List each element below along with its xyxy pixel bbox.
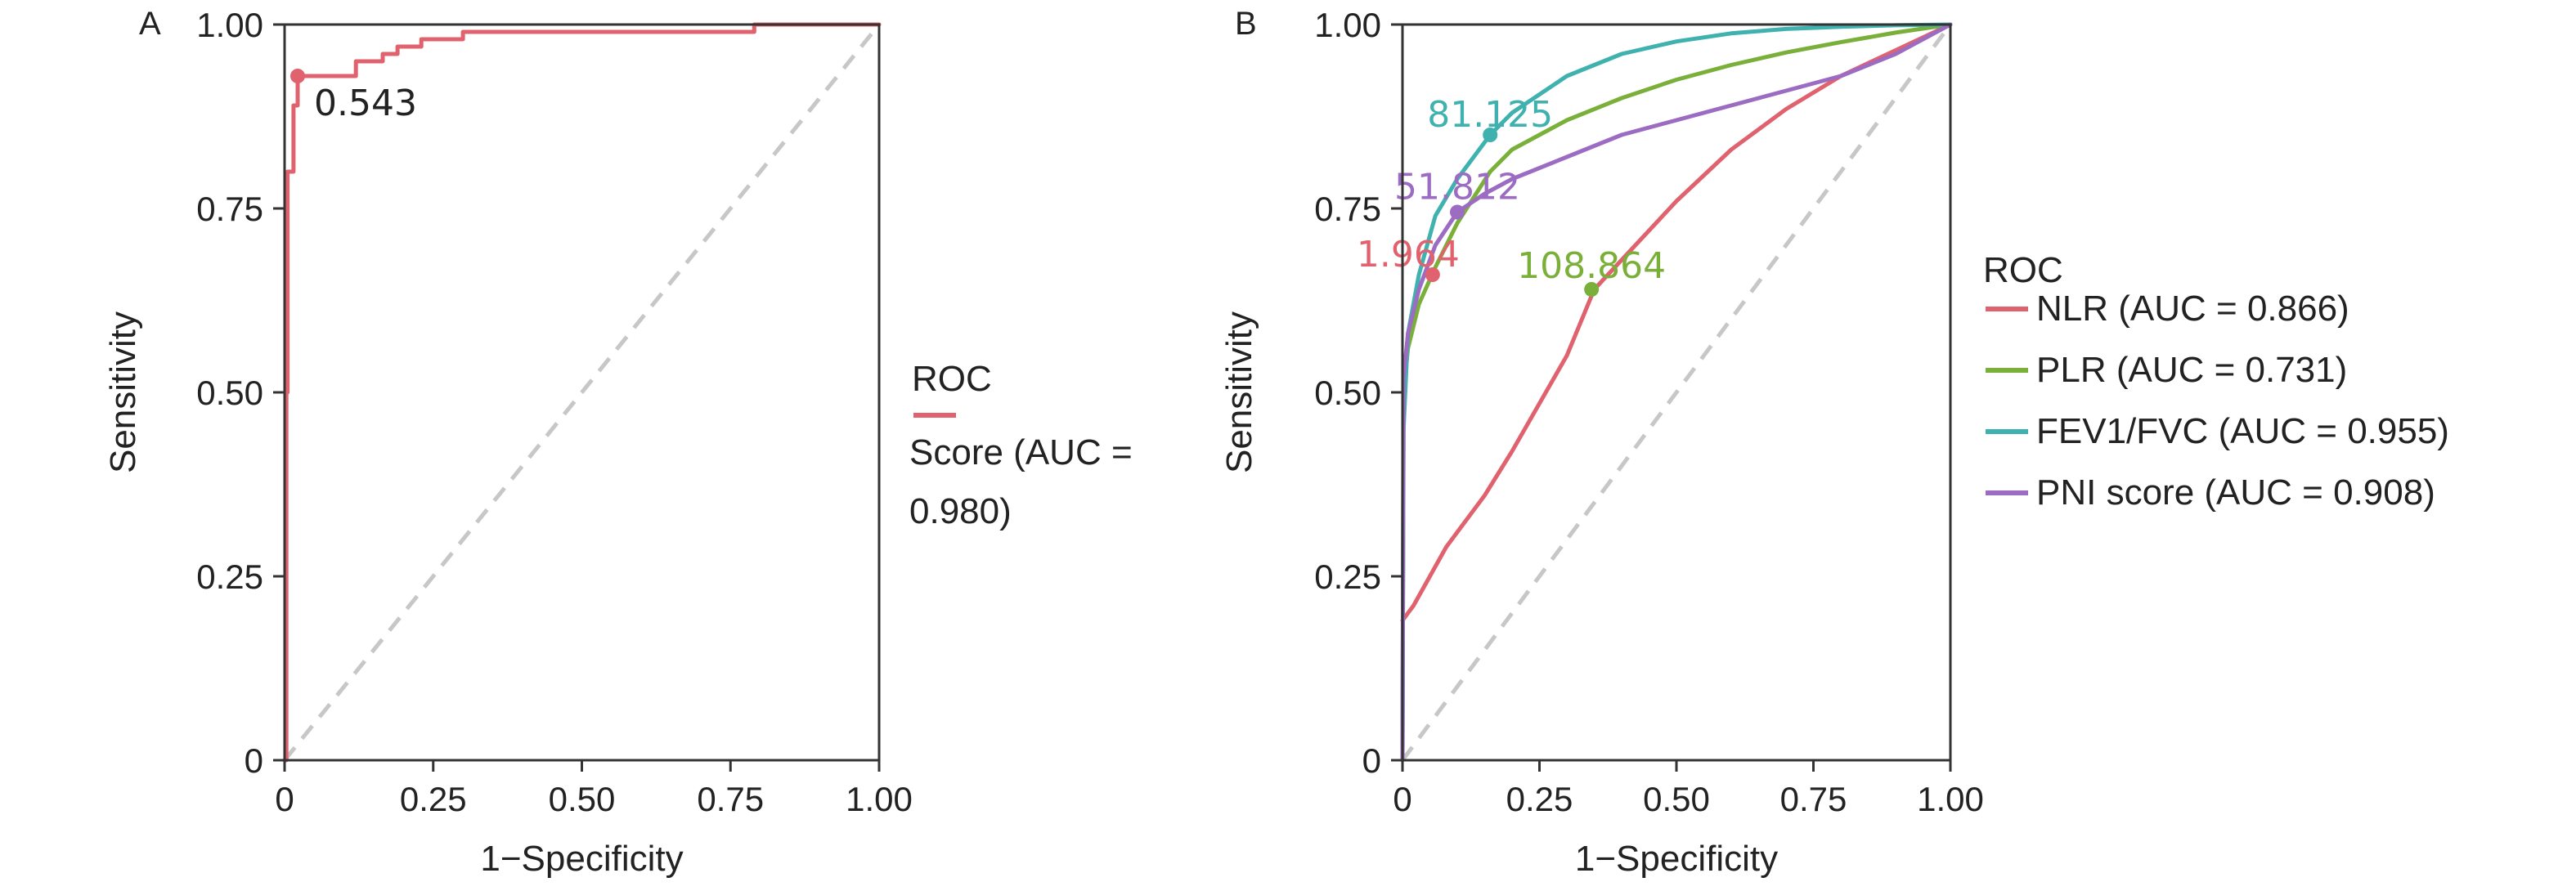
x-tick-label: 0.25 bbox=[400, 780, 467, 818]
y-tick-label: 0.25 bbox=[196, 557, 263, 596]
x-axis-title: 1−Specificity bbox=[1575, 839, 1778, 879]
x-tick-label: 0.50 bbox=[549, 780, 616, 818]
y-tick-label: 1.00 bbox=[196, 6, 263, 44]
legend-entry-label: PLR (AUC = 0.731) bbox=[2036, 350, 2347, 390]
x-tick-label: 0.75 bbox=[697, 780, 764, 818]
legend-entry-label: Score (AUC = 0.980) bbox=[909, 432, 1133, 531]
y-tick-label: 0.25 bbox=[1314, 557, 1381, 596]
legend-entry-label: PNI score (AUC = 0.908) bbox=[2036, 472, 2435, 513]
x-tick-label: 1.00 bbox=[846, 780, 913, 818]
cutoff-point bbox=[289, 69, 305, 83]
x-tick-label: 0.50 bbox=[1643, 780, 1710, 818]
cutoff-point bbox=[1584, 282, 1600, 297]
roc-curve-0 bbox=[282, 22, 882, 763]
y-tick-label: 1.00 bbox=[1314, 6, 1381, 44]
cutoff-label: 51.812 bbox=[1394, 167, 1520, 208]
cutoff-label: 1.964 bbox=[1357, 234, 1460, 275]
y-tick-label: 0.75 bbox=[1314, 190, 1381, 228]
cutoff-label: 0.543 bbox=[314, 83, 417, 124]
legend-entry-line: 0.980) bbox=[909, 491, 1012, 531]
legend-entry-label: NLR (AUC = 0.866) bbox=[2036, 289, 2349, 329]
legend: ROC Score (AUC = 0.980) bbox=[909, 359, 1133, 531]
legend-entry-line: Score (AUC = bbox=[909, 432, 1133, 472]
roc-curve-3 bbox=[1400, 22, 1953, 763]
cutoff-point bbox=[1425, 267, 1440, 282]
diagonal-reference-line bbox=[283, 23, 881, 762]
legend-title: ROC bbox=[1983, 250, 2063, 290]
y-tick-label: 0.75 bbox=[196, 190, 263, 228]
panel-label: B bbox=[1235, 6, 1257, 42]
cutoff-label: 108.864 bbox=[1517, 245, 1666, 287]
x-tick-label: 0.75 bbox=[1780, 780, 1847, 818]
panel-label: A bbox=[139, 6, 161, 42]
x-axis-title: 1−Specificity bbox=[480, 839, 683, 879]
y-tick-label: 0.50 bbox=[1314, 374, 1381, 412]
x-tick-label: 1.00 bbox=[1917, 780, 1984, 818]
roc-panel-a: 0.543 0 0.25 0.50 0.75 1.00 0 0.25 0.50 0.75 1.00 1… bbox=[103, 6, 1133, 879]
y-tick-label: 0 bbox=[1362, 741, 1381, 780]
diagonal-reference-line bbox=[1400, 23, 1953, 762]
cutoff-point bbox=[1483, 128, 1498, 142]
x-tick-label: 0 bbox=[1393, 780, 1411, 818]
x-tick-label: 0 bbox=[275, 780, 294, 818]
x-tick-label: 0.25 bbox=[1506, 780, 1573, 818]
y-tick-label: 0.50 bbox=[196, 374, 263, 412]
cutoff-label: 81.125 bbox=[1427, 94, 1553, 136]
roc-curve-1 bbox=[1400, 22, 1953, 763]
y-axis-title: Sensitivity bbox=[103, 311, 143, 473]
y-tick-label: 0 bbox=[245, 741, 263, 780]
cutoff-point bbox=[1450, 204, 1465, 220]
roc-panel-b: 81.125 51.812 1.964 108.864 0 0.25 0.50 0.75 1.0… bbox=[1219, 6, 2449, 879]
roc-curve-0 bbox=[1400, 22, 1953, 623]
legend-entry-label: FEV1/FVC (AUC = 0.955) bbox=[2036, 411, 2449, 451]
legend-title: ROC bbox=[912, 359, 992, 399]
y-axis-title: Sensitivity bbox=[1219, 311, 1259, 473]
